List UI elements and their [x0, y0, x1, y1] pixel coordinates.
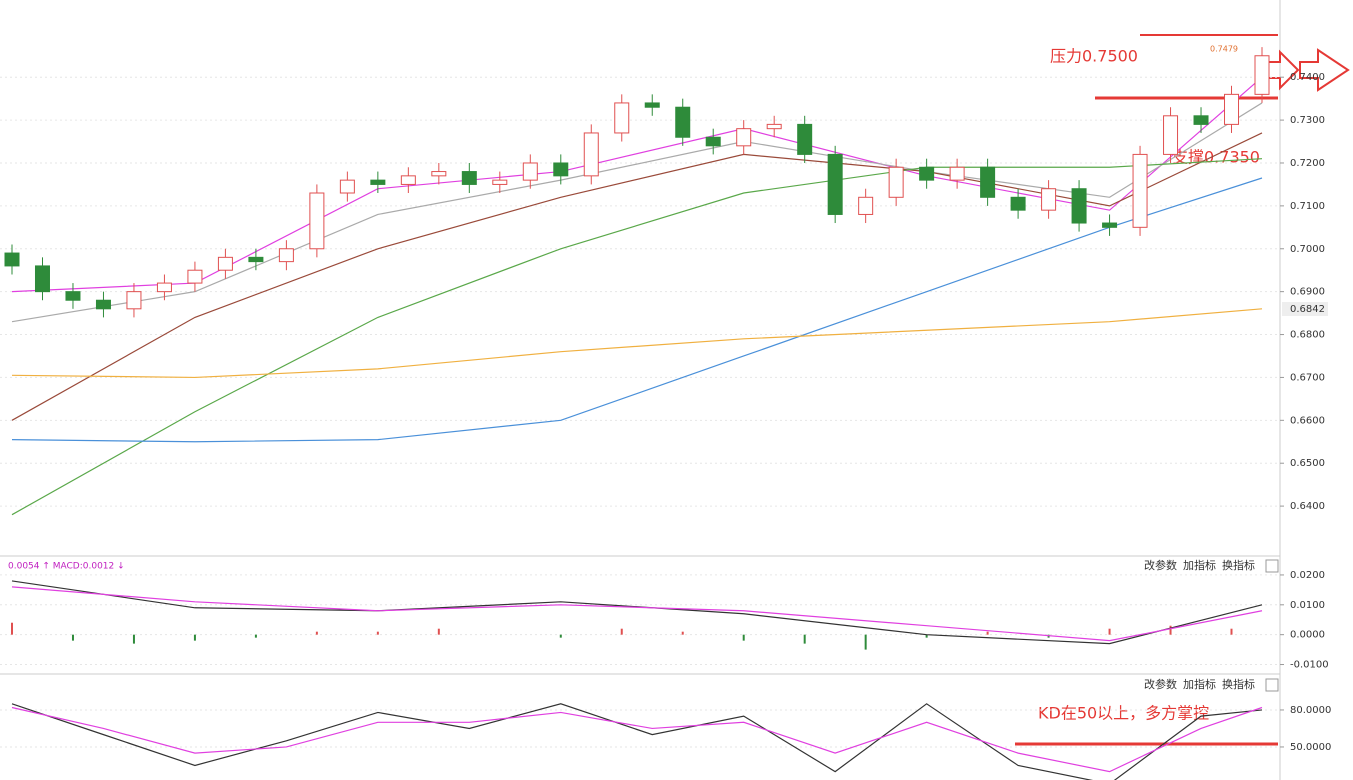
resistance-label: 压力0.7500: [1050, 47, 1138, 66]
close-button[interactable]: [1265, 559, 1279, 573]
y-tick-label: 0.6600: [1290, 415, 1325, 426]
candle-body: [553, 162, 569, 177]
y-tick-label: 0.0100: [1290, 600, 1325, 611]
kd-k: [11, 703, 1263, 780]
candle-body: [1010, 196, 1026, 211]
y-tick-label: 0.7000: [1290, 244, 1325, 255]
candle-body: [980, 166, 996, 198]
last-price: 0.6842: [1290, 304, 1325, 315]
candle-body: [4, 252, 20, 267]
candle-body: [492, 179, 508, 185]
candle-body: [1254, 55, 1270, 95]
candle-body: [766, 123, 782, 130]
candle-body: [1132, 153, 1148, 228]
y-tick-label: 0.6500: [1290, 458, 1325, 469]
candle-body: [248, 256, 264, 263]
candle-body: [675, 106, 691, 138]
kd-note: KD在50以上，多方掌控: [1038, 704, 1209, 723]
price-tag: [1282, 302, 1328, 316]
toolbar-button[interactable]: 加指标: [1183, 677, 1216, 691]
candle-body: [34, 265, 50, 293]
y-tick-label: 80.0000: [1290, 705, 1331, 716]
candle-body: [888, 166, 904, 198]
candle-body: [1071, 188, 1087, 224]
close-button[interactable]: [1265, 678, 1279, 692]
candle-body: [919, 166, 935, 181]
toolbar-button[interactable]: 换指标: [1222, 558, 1255, 572]
candle-body: [95, 299, 111, 310]
candle-body: [827, 153, 843, 215]
candle-body: [583, 132, 599, 177]
candle-body: [1193, 115, 1209, 125]
candle-body: [614, 102, 630, 134]
candle-body: [461, 171, 477, 185]
support-label: 支撑0.7350: [1172, 148, 1260, 167]
candle-body: [1041, 188, 1057, 211]
candle-body: [217, 256, 233, 271]
candle-body: [858, 196, 874, 215]
candle-body: [309, 192, 325, 250]
y-tick-label: 0.0200: [1290, 570, 1325, 581]
moving-average: [11, 177, 1263, 443]
candle-body: [1102, 222, 1118, 228]
moving-average: [11, 158, 1263, 516]
high-label: 0.7479: [1210, 45, 1238, 54]
candle-body: [644, 102, 660, 108]
y-tick-label: 0.7200: [1290, 158, 1325, 169]
candle-body: [339, 179, 355, 194]
y-tick-label: 0.0000: [1290, 630, 1325, 641]
y-tick-label: 0.7400: [1290, 72, 1325, 83]
toolbar-button[interactable]: 加指标: [1183, 558, 1216, 572]
macd-dea: [11, 586, 1263, 642]
candle-body: [736, 128, 752, 147]
y-tick-label: 0.6700: [1290, 372, 1325, 383]
candle-body: [370, 179, 386, 185]
candle-body: [1163, 115, 1179, 155]
candle-body: [126, 291, 142, 310]
y-tick-label: 50.0000: [1290, 742, 1331, 753]
y-tick-label: 0.6800: [1290, 330, 1325, 341]
candle-body: [278, 248, 294, 263]
candle-body: [797, 123, 813, 155]
toolbar-button[interactable]: 改参数: [1144, 558, 1177, 572]
moving-average: [11, 308, 1263, 379]
candle-body: [949, 166, 965, 181]
candle-body: [1224, 93, 1240, 125]
candle-body: [705, 136, 721, 147]
y-tick-label: 0.7100: [1290, 201, 1325, 212]
kd-d: [11, 706, 1263, 773]
candle-body: [400, 175, 416, 185]
candle-body: [65, 291, 81, 301]
candle-body: [187, 269, 203, 284]
arrow-icon: [1299, 48, 1350, 92]
toolbar-button[interactable]: 换指标: [1222, 677, 1255, 691]
y-tick-label: 0.7300: [1290, 115, 1325, 126]
macd-header: 0.0054 ↑ MACD:0.0012 ↓: [8, 562, 125, 572]
candle-body: [156, 282, 172, 293]
y-tick-label: -0.0100: [1290, 660, 1329, 671]
candle-body: [431, 171, 447, 177]
candle-body: [522, 162, 538, 181]
y-tick-label: 0.6400: [1290, 501, 1325, 512]
y-tick-label: 0.6900: [1290, 287, 1325, 298]
toolbar-button[interactable]: 改参数: [1144, 677, 1177, 691]
